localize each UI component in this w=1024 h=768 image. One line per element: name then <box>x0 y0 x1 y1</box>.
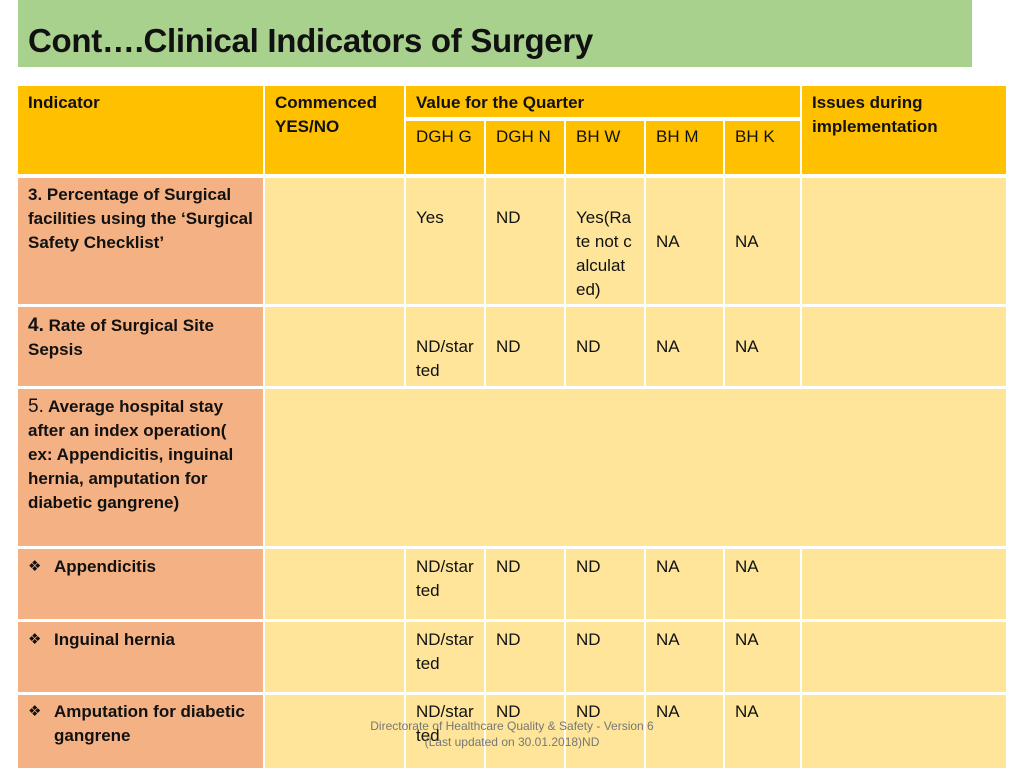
value-cell: ND <box>486 695 564 768</box>
value-cell: NA <box>725 549 800 619</box>
header-issues: Issues during implementation <box>802 86 1006 174</box>
issues-cell <box>802 622 1006 692</box>
issues-cell <box>802 307 1006 386</box>
commenced-cell <box>265 549 404 619</box>
value-cell: ND <box>566 307 644 386</box>
indicator-row-inguinal-hernia: ❖ Inguinal hernia <box>18 622 263 692</box>
merged-value-cell <box>265 389 1006 546</box>
row-label: Rate of Surgical Site Sepsis <box>28 316 214 359</box>
indicator-row-3: 3. Percentage of Surgical facilities usi… <box>18 178 263 304</box>
issues-cell <box>802 178 1006 304</box>
diamond-bullet-icon: ❖ <box>28 703 42 720</box>
row-number: 3. <box>28 185 43 204</box>
footer: Directorate of Healthcare Quality & Safe… <box>300 718 724 750</box>
value-cell: ND <box>486 178 564 304</box>
subheader-bhk: BH K <box>725 121 800 174</box>
page-title: Cont….Clinical Indicators of Surgery <box>28 22 593 59</box>
header-indicator: Indicator <box>18 86 263 174</box>
indicator-row-appendicitis: ❖ Appendicitis <box>18 549 263 619</box>
value-cell: ND <box>566 695 644 768</box>
value-cell: ND <box>486 549 564 619</box>
title-bar: Cont….Clinical Indicators of Surgery <box>18 0 972 67</box>
value-cell: ND <box>566 622 644 692</box>
commenced-cell <box>265 307 404 386</box>
value-cell: ND <box>566 549 644 619</box>
commenced-cell <box>265 695 404 768</box>
issues-cell <box>802 695 1006 768</box>
value-cell: ND/started <box>406 549 484 619</box>
row-number: 5. <box>28 396 44 417</box>
value-cell: NA <box>725 695 800 768</box>
subheader-bhm: BH M <box>646 121 723 174</box>
value-cell: ND <box>486 307 564 386</box>
value-cell: NA <box>646 307 723 386</box>
footer-directorate: Directorate of Healthcare Quality & Safe… <box>370 719 654 733</box>
value-cell: NA <box>646 178 723 304</box>
subheader-dghn: DGH N <box>486 121 564 174</box>
diamond-bullet-icon: ❖ <box>28 558 42 575</box>
row-label: Amputation for diabetic gangrene <box>54 702 245 745</box>
value-cell: NA <box>646 622 723 692</box>
value-cell: NA <box>646 549 723 619</box>
header-value-quarter: Value for the Quarter <box>406 86 800 117</box>
value-cell: Yes(Rate not calculated) <box>566 178 644 304</box>
diamond-bullet-icon: ❖ <box>28 631 42 648</box>
row-label: Percentage of Surgical facilities using … <box>28 185 253 252</box>
value-cell: NA <box>725 307 800 386</box>
row-number: 4. <box>28 315 44 336</box>
indicator-row-5: 5. Average hospital stay after an index … <box>18 389 263 546</box>
value-cell: Yes <box>406 178 484 304</box>
issues-cell <box>802 549 1006 619</box>
commenced-cell <box>265 178 404 304</box>
row-label: Appendicitis <box>54 557 157 576</box>
value-cell: ND/started <box>406 622 484 692</box>
header-commenced: Commenced YES/NO <box>265 86 404 174</box>
value-cell: NA <box>725 622 800 692</box>
value-cell: ND/started <box>406 695 484 768</box>
subheader-bhw: BH W <box>566 121 644 174</box>
footer-updated: (Last updated on 30.01.2018)ND <box>424 735 600 749</box>
value-cell: ND <box>486 622 564 692</box>
indicator-row-4: 4. Rate of Surgical Site Sepsis <box>18 307 263 386</box>
value-cell: NA <box>646 695 723 768</box>
commenced-cell <box>265 622 404 692</box>
subheader-dghg: DGH G <box>406 121 484 174</box>
row-label: Inguinal hernia <box>54 630 175 649</box>
value-cell: NA <box>725 178 800 304</box>
value-cell: ND/started <box>406 307 484 386</box>
indicator-row-amputation: ❖ Amputation for diabetic gangrene <box>18 695 263 768</box>
row-label: Average hospital stay after an index ope… <box>28 397 234 512</box>
